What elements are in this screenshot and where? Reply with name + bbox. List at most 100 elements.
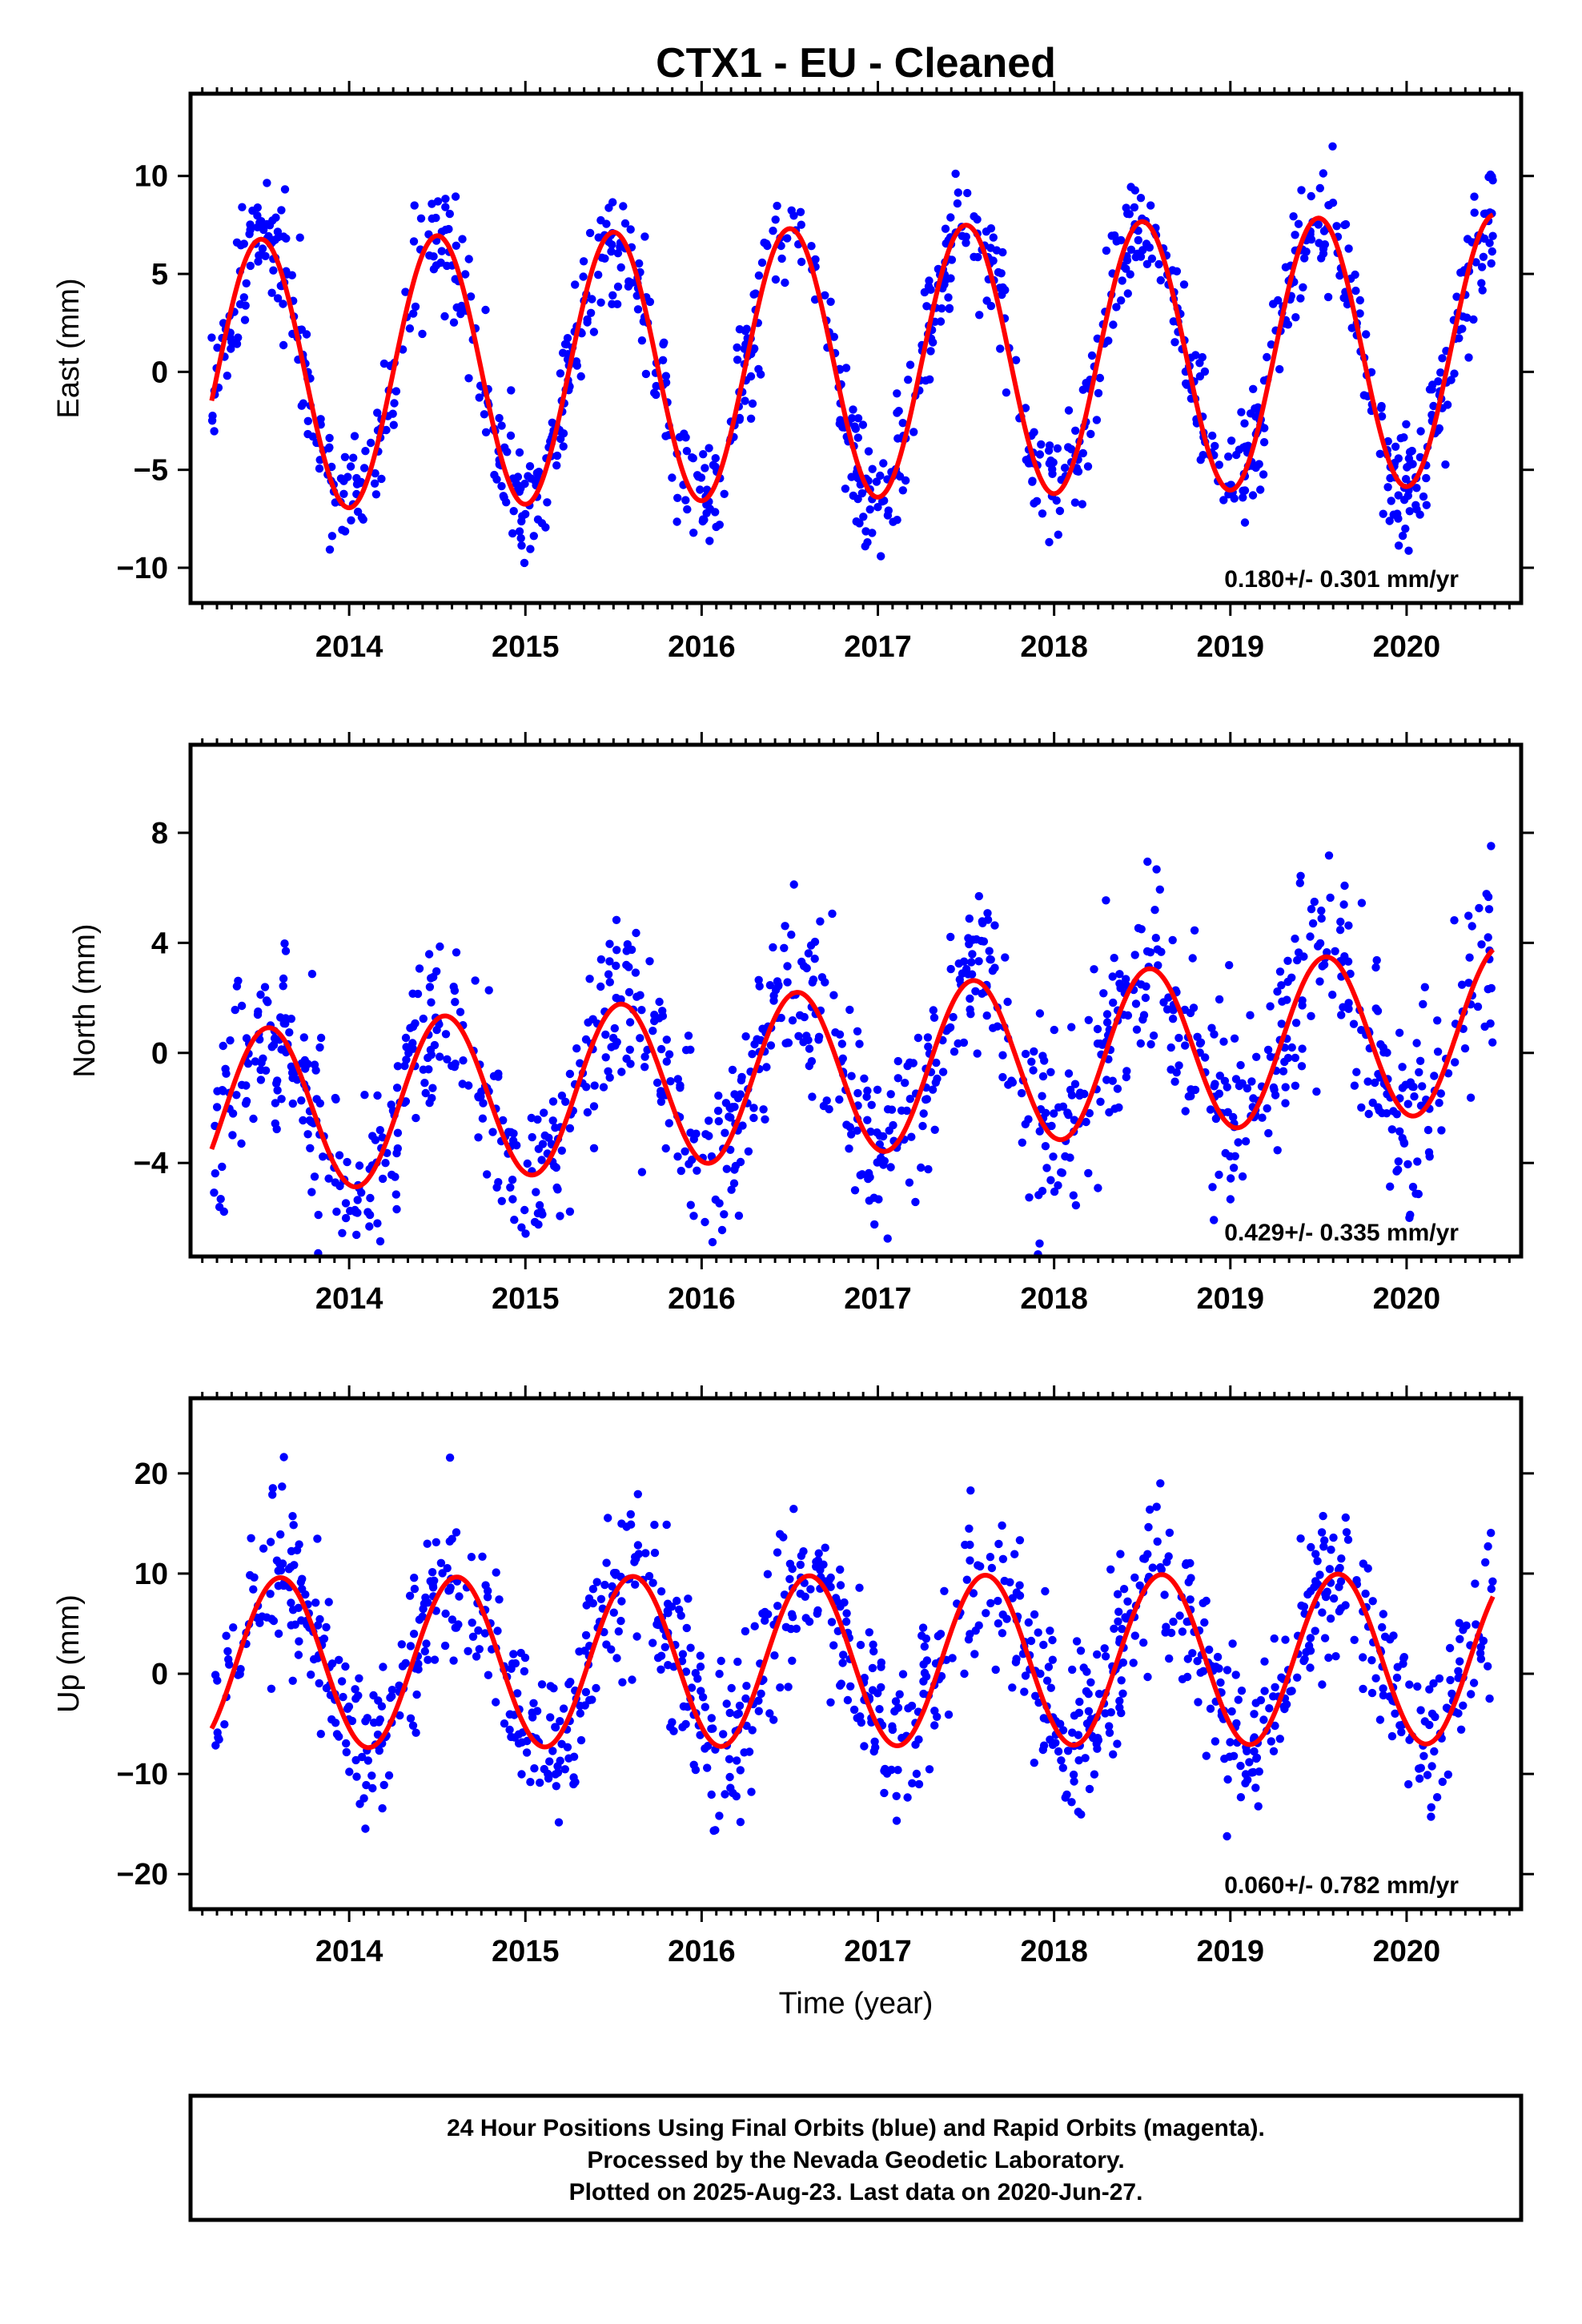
data-point: [499, 492, 508, 501]
data-point: [893, 1074, 903, 1083]
data-point: [1046, 1626, 1054, 1635]
data-point: [324, 1598, 333, 1606]
data-point: [1169, 317, 1178, 326]
data-point: [655, 997, 664, 1007]
data-point: [686, 1045, 695, 1055]
data-point: [1172, 267, 1182, 275]
data-point: [1022, 456, 1031, 464]
data-point: [464, 374, 473, 383]
data-point: [1488, 1038, 1497, 1047]
data-point: [1046, 1683, 1056, 1692]
data-point: [392, 1084, 402, 1092]
data-point: [1136, 194, 1146, 203]
data-point: [982, 1011, 991, 1020]
data-point: [1306, 932, 1315, 941]
data-point: [497, 421, 506, 430]
data-point: [946, 1023, 955, 1032]
data-point: [556, 1756, 564, 1765]
data-point: [1402, 420, 1411, 428]
data-point: [1273, 987, 1282, 996]
data-point: [962, 1575, 972, 1584]
data-point: [709, 1826, 718, 1835]
data-point: [1144, 1522, 1153, 1532]
data-point: [1392, 1167, 1401, 1176]
data-point: [1484, 905, 1494, 914]
data-point: [1375, 449, 1385, 458]
data-point: [1221, 1148, 1230, 1158]
data-point: [338, 1228, 347, 1238]
data-point: [1383, 483, 1392, 492]
data-point: [1015, 1536, 1025, 1545]
data-point: [1151, 934, 1161, 943]
data-point: [656, 1665, 665, 1674]
data-point: [986, 955, 994, 964]
data-point: [923, 1033, 933, 1042]
data-point: [1084, 1707, 1094, 1715]
data-point: [1155, 885, 1165, 895]
data-point: [849, 491, 858, 501]
data-point: [955, 975, 965, 984]
data-point: [1251, 1783, 1260, 1792]
x-tick-label: 2017: [844, 1935, 912, 1968]
data-point: [998, 1629, 1007, 1638]
data-point: [1263, 352, 1271, 362]
data-point: [1115, 970, 1124, 979]
data-point: [1057, 1756, 1066, 1765]
data-point: [561, 1097, 570, 1107]
data-point: [474, 1133, 483, 1142]
data-point: [1200, 1618, 1209, 1627]
data-point: [622, 1054, 631, 1063]
data-point: [678, 1650, 688, 1659]
data-point: [676, 1084, 685, 1092]
data-point: [991, 1665, 1000, 1675]
data-point: [879, 1160, 888, 1169]
data-point: [1225, 961, 1234, 970]
data-point: [875, 1705, 884, 1714]
y-tick-label: −10: [117, 552, 168, 585]
data-point: [783, 978, 792, 987]
data-point: [1269, 1083, 1279, 1092]
data-point: [1134, 235, 1143, 245]
data-point: [650, 1548, 660, 1558]
data-point: [1247, 1077, 1256, 1086]
data-point: [303, 1130, 312, 1139]
data-point: [588, 1695, 596, 1704]
data-point: [853, 1126, 861, 1136]
data-point: [413, 989, 423, 999]
data-point: [920, 1642, 930, 1651]
data-point: [717, 1225, 727, 1235]
data-point: [893, 1056, 903, 1066]
data-point: [889, 517, 897, 526]
data-point: [1450, 369, 1459, 378]
data-point: [701, 1217, 709, 1227]
data-point: [1208, 1183, 1217, 1192]
data-point: [644, 1571, 654, 1581]
data-point: [908, 1779, 917, 1787]
data-point: [351, 1685, 359, 1694]
data-point: [588, 1598, 597, 1608]
data-point: [1278, 997, 1287, 1006]
data-point: [1196, 1668, 1205, 1677]
data-point: [1102, 1018, 1112, 1027]
data-point: [359, 464, 369, 472]
data-point: [693, 1675, 702, 1683]
data-point: [494, 1178, 503, 1187]
data-point: [398, 1662, 408, 1671]
data-point: [558, 348, 568, 357]
data-point: [640, 232, 649, 241]
data-point: [1210, 1216, 1219, 1224]
data-point: [1425, 1720, 1434, 1730]
data-point: [1213, 1652, 1223, 1662]
data-point: [886, 1090, 895, 1099]
data-point: [255, 251, 263, 260]
data-point: [1398, 1063, 1407, 1072]
up-plot-frame: [188, 1396, 1524, 1912]
data-point: [1026, 1636, 1036, 1646]
data-point: [355, 1799, 364, 1808]
x-tick-label: 2015: [492, 1935, 560, 1968]
data-point: [945, 304, 954, 312]
data-point: [1210, 1082, 1219, 1091]
data-point: [754, 1707, 763, 1715]
data-point: [1223, 1666, 1232, 1675]
data-point: [1071, 1200, 1081, 1210]
